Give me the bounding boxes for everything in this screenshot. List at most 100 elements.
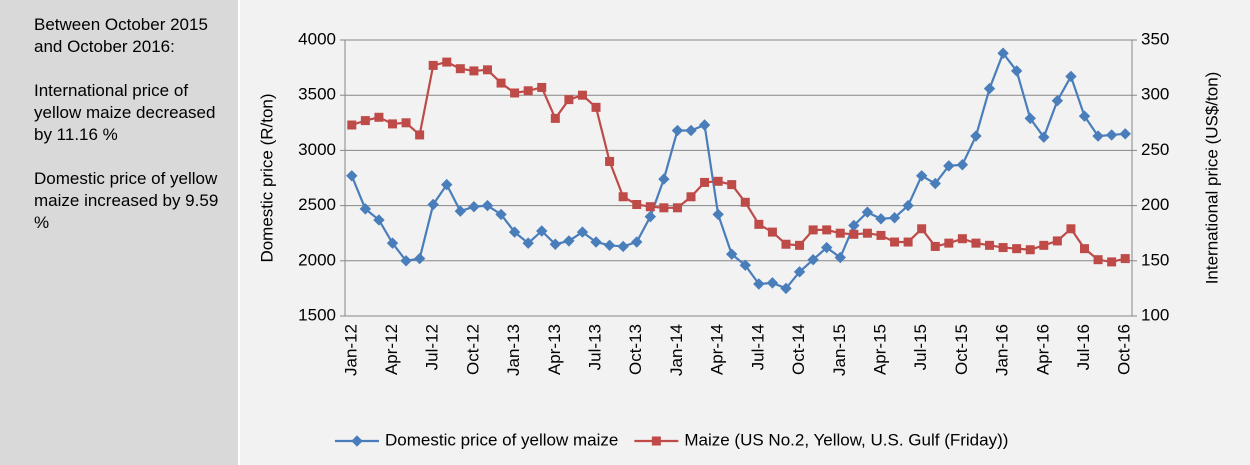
data-point <box>1066 224 1076 234</box>
data-point <box>603 239 616 252</box>
data-point <box>1093 255 1103 265</box>
y2-tick-label: 250 <box>1141 140 1169 159</box>
annotation-panel: Between October 2015 and October 2016: I… <box>0 0 238 465</box>
data-point <box>1078 110 1091 122</box>
data-point <box>795 240 805 250</box>
y-tick-label: 4000 <box>298 29 336 48</box>
y2-axis-title: International price (US$/ton) <box>1202 72 1221 285</box>
data-point <box>807 253 819 266</box>
data-point <box>415 130 425 140</box>
data-point <box>753 278 765 290</box>
data-point <box>740 197 750 207</box>
data-point <box>808 225 818 235</box>
data-point <box>401 118 411 128</box>
data-point <box>698 119 711 131</box>
chart-background <box>240 0 1250 465</box>
data-point <box>347 120 357 130</box>
y-tick-label: 2000 <box>298 250 336 269</box>
data-point <box>739 259 751 271</box>
data-point <box>523 86 533 96</box>
data-point <box>644 210 657 223</box>
data-point <box>536 225 548 237</box>
data-point <box>359 203 372 215</box>
data-point <box>496 78 506 88</box>
data-point <box>944 238 954 248</box>
data-point <box>930 241 940 251</box>
x-tick-label: Oct-13 <box>626 324 645 375</box>
data-point <box>943 160 955 172</box>
data-point <box>1052 236 1062 246</box>
x-tick-label: Apr-16 <box>1033 324 1052 375</box>
data-point <box>903 237 913 247</box>
data-point <box>1092 130 1104 142</box>
data-point <box>956 159 969 171</box>
data-point <box>754 219 764 229</box>
data-point <box>605 156 615 166</box>
series-line <box>351 60 1126 264</box>
data-point <box>413 252 426 265</box>
data-point <box>929 177 941 190</box>
y-tick-label: 1500 <box>298 305 336 324</box>
data-point <box>685 124 697 137</box>
data-point <box>1119 128 1131 140</box>
data-point <box>985 240 995 250</box>
data-point <box>618 192 628 202</box>
data-point <box>862 228 872 238</box>
data-point <box>590 236 602 248</box>
data-point <box>1010 65 1023 77</box>
data-point <box>468 200 480 213</box>
data-point <box>1105 129 1118 141</box>
data-point <box>686 192 696 202</box>
data-point <box>510 88 520 98</box>
data-point <box>549 238 562 250</box>
x-tick-label: Jul-12 <box>423 324 442 370</box>
data-point <box>781 239 791 249</box>
data-point <box>822 225 832 235</box>
x-tick-label: Jan-15 <box>830 324 849 376</box>
data-point <box>495 208 507 221</box>
x-tick-label: Jul-16 <box>1074 324 1093 370</box>
data-point <box>888 212 901 224</box>
x-tick-label: Apr-12 <box>382 324 401 375</box>
data-point <box>835 228 845 238</box>
data-point <box>820 241 833 254</box>
data-point <box>442 57 452 67</box>
data-point <box>564 95 574 105</box>
x-tick-label: Jan-12 <box>341 324 360 376</box>
data-point <box>550 113 560 123</box>
data-point <box>659 203 669 213</box>
data-point <box>469 66 479 76</box>
data-point <box>1080 244 1090 254</box>
data-point <box>793 266 806 278</box>
legend-label: Domestic price of yellow maize <box>385 430 618 449</box>
data-point <box>957 234 967 244</box>
x-tick-label: Jul-13 <box>586 324 605 370</box>
data-point <box>522 237 534 249</box>
data-point <box>360 116 370 126</box>
data-point <box>455 64 465 74</box>
y2-tick-label: 300 <box>1141 85 1169 104</box>
data-point <box>1025 245 1035 255</box>
series-line <box>350 51 1126 290</box>
data-point <box>537 82 547 92</box>
x-tick-label: Apr-14 <box>708 324 727 375</box>
data-point <box>766 277 779 289</box>
y2-tick-label: 100 <box>1141 305 1169 324</box>
data-point <box>902 199 914 212</box>
x-tick-label: Apr-15 <box>870 324 889 375</box>
data-point <box>631 236 643 248</box>
data-point <box>726 248 738 260</box>
data-point <box>386 237 399 249</box>
data-point <box>849 229 859 239</box>
data-point <box>672 203 682 213</box>
data-point <box>563 235 575 247</box>
annotation: Between October 2015 and October 2016: <box>34 15 208 56</box>
data-point <box>1039 240 1049 250</box>
data-point <box>508 226 521 238</box>
data-point <box>780 282 792 295</box>
y2-tick-label: 200 <box>1141 195 1169 214</box>
x-tick-label: Oct-16 <box>1115 324 1134 375</box>
data-point <box>1038 131 1050 143</box>
